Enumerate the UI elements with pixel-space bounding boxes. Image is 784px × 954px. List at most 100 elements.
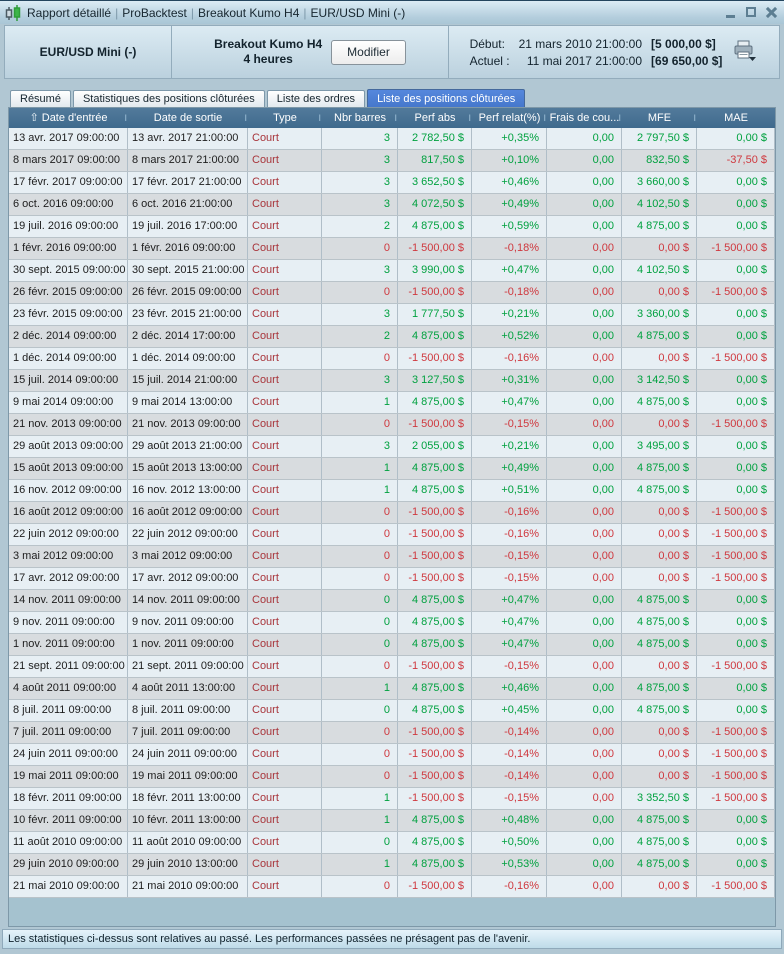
- table-row[interactable]: 21 nov. 2013 09:00:00 21 nov. 2013 09:00:…: [9, 414, 775, 436]
- column-header[interactable]: Frais de cou... I: [547, 108, 622, 128]
- table-row[interactable]: 21 mai 2010 09:00:00 21 mai 2010 09:00:00…: [9, 876, 775, 898]
- table-row[interactable]: 26 févr. 2015 09:00:00 26 févr. 2015 09:0…: [9, 282, 775, 304]
- cell: 3: [322, 194, 398, 215]
- tab-statistiques-positions-cloturees[interactable]: Statistiques des positions clôturées: [72, 90, 265, 107]
- table-row[interactable]: 21 sept. 2011 09:00:00 21 sept. 2011 09:0…: [9, 656, 775, 678]
- cell: 0: [322, 524, 398, 545]
- cell: 1 nov. 2011 09:00:00: [128, 634, 248, 655]
- table-row[interactable]: 17 févr. 2017 09:00:00 17 févr. 2017 21:0…: [9, 172, 775, 194]
- cell: 8 juil. 2011 09:00:00: [9, 700, 128, 721]
- cell: 0,00: [547, 656, 622, 677]
- cell: +0,49%: [472, 194, 547, 215]
- column-header-label: Date d'entrée: [41, 112, 108, 124]
- cell: -1 500,00 $: [398, 282, 472, 303]
- table-row[interactable]: 16 août 2012 09:00:00 16 août 2012 09:00:…: [9, 502, 775, 524]
- table-row[interactable]: 7 juil. 2011 09:00:00 7 juil. 2011 09:00:…: [9, 722, 775, 744]
- table-row[interactable]: 19 juil. 2016 09:00:00 19 juil. 2016 17:0…: [9, 216, 775, 238]
- table-row[interactable]: 9 nov. 2011 09:00:00 9 nov. 2011 09:00:00…: [9, 612, 775, 634]
- column-separator: I: [394, 113, 397, 123]
- cell: 0,00: [547, 612, 622, 633]
- table-row[interactable]: 6 oct. 2016 09:00:00 6 oct. 2016 21:00:00…: [9, 194, 775, 216]
- table-row[interactable]: 24 juin 2011 09:00:00 24 juin 2011 09:00:…: [9, 744, 775, 766]
- cell: 0,00 $: [697, 678, 775, 699]
- cell: 17 févr. 2017 09:00:00: [9, 172, 128, 193]
- column-header[interactable]: Nbr barres I: [322, 108, 398, 128]
- table-row[interactable]: 13 avr. 2017 09:00:00 13 avr. 2017 21:00:…: [9, 128, 775, 150]
- cell: Court: [248, 700, 322, 721]
- table-row[interactable]: 10 févr. 2011 09:00:00 10 févr. 2011 13:0…: [9, 810, 775, 832]
- cell: 0,00 $: [697, 590, 775, 611]
- table-row[interactable]: 8 mars 2017 09:00:00 8 mars 2017 21:00:00…: [9, 150, 775, 172]
- column-header[interactable]: Date de sortie I: [128, 108, 248, 128]
- table-row[interactable]: 23 févr. 2015 09:00:00 23 févr. 2015 21:0…: [9, 304, 775, 326]
- tab-liste-des-ordres[interactable]: Liste des ordres: [266, 90, 366, 107]
- cell: 0,00 $: [697, 304, 775, 325]
- table-row[interactable]: 30 sept. 2015 09:00:00 30 sept. 2015 21:0…: [9, 260, 775, 282]
- maximize-icon[interactable]: [745, 6, 758, 19]
- table-row[interactable]: 9 mai 2014 09:00:00 9 mai 2014 13:00:00 Co…: [9, 392, 775, 414]
- cell: 4 875,00 $: [622, 392, 697, 413]
- cell: 0,00 $: [697, 700, 775, 721]
- cell: 0,00 $: [697, 634, 775, 655]
- cell: Court: [248, 282, 322, 303]
- column-header[interactable]: MAE: [697, 108, 775, 128]
- cell: 0,00 $: [697, 810, 775, 831]
- cell: 9 mai 2014 09:00:00: [9, 392, 128, 413]
- table-row[interactable]: 29 août 2013 09:00:00 29 août 2013 21:00:…: [9, 436, 775, 458]
- table-row[interactable]: 17 avr. 2012 09:00:00 17 avr. 2012 09:00:…: [9, 568, 775, 590]
- cell: 4 875,00 $: [622, 590, 697, 611]
- cell: 4 875,00 $: [622, 700, 697, 721]
- column-header[interactable]: Perf abs I: [398, 108, 472, 128]
- cell: -1 500,00 $: [398, 524, 472, 545]
- column-header[interactable]: ⇧ Date d'entrée I: [9, 108, 128, 128]
- cell: 0,00 $: [622, 744, 697, 765]
- table-row[interactable]: 14 nov. 2011 09:00:00 14 nov. 2011 09:00:…: [9, 590, 775, 612]
- disclaimer-text: Les statistiques ci-dessus sont relative…: [8, 933, 531, 945]
- cell: 1 déc. 2014 09:00:00: [128, 348, 248, 369]
- print-icon[interactable]: [732, 40, 758, 64]
- table-row[interactable]: 3 mai 2012 09:00:00 3 mai 2012 09:00:00 Co…: [9, 546, 775, 568]
- modify-button[interactable]: Modifier: [331, 39, 406, 65]
- table-row[interactable]: 4 août 2011 09:00:00 4 août 2011 13:00:00…: [9, 678, 775, 700]
- column-header[interactable]: MFE I: [622, 108, 697, 128]
- cell: 3 990,00 $: [398, 260, 472, 281]
- table-row[interactable]: 22 juin 2012 09:00:00 22 juin 2012 09:00:…: [9, 524, 775, 546]
- cell: -0,15%: [472, 414, 547, 435]
- table-row[interactable]: 11 août 2010 09:00:00 11 août 2010 09:00:…: [9, 832, 775, 854]
- table-row[interactable]: 1 nov. 2011 09:00:00 1 nov. 2011 09:00:00…: [9, 634, 775, 656]
- table-row[interactable]: 1 déc. 2014 09:00:00 1 déc. 2014 09:00:00…: [9, 348, 775, 370]
- cell: -37,50 $: [697, 150, 775, 171]
- cell: 4 875,00 $: [398, 590, 472, 611]
- cell: Court: [248, 546, 322, 567]
- column-header[interactable]: Type I: [248, 108, 322, 128]
- cell: 3: [322, 436, 398, 457]
- table-row[interactable]: 8 juil. 2011 09:00:00 8 juil. 2011 09:00:…: [9, 700, 775, 722]
- table-row[interactable]: 1 févr. 2016 09:00:00 1 févr. 2016 09:00:…: [9, 238, 775, 260]
- table-row[interactable]: 19 mai 2011 09:00:00 19 mai 2011 09:00:00…: [9, 766, 775, 788]
- cell: 2 déc. 2014 09:00:00: [9, 326, 128, 347]
- table-row[interactable]: 2 déc. 2014 09:00:00 2 déc. 2014 17:00:00…: [9, 326, 775, 348]
- cell: 0,00: [547, 414, 622, 435]
- cell: 3: [322, 370, 398, 391]
- table-row[interactable]: 18 févr. 2011 09:00:00 18 févr. 2011 13:0…: [9, 788, 775, 810]
- column-header[interactable]: Perf relat(%) I: [472, 108, 547, 128]
- cell: 0,00: [547, 546, 622, 567]
- cell: 1: [322, 678, 398, 699]
- cell: 3: [322, 260, 398, 281]
- minimize-icon[interactable]: [725, 6, 738, 19]
- tab-resume[interactable]: Résumé: [10, 90, 71, 107]
- table-row[interactable]: 29 juin 2010 09:00:00 29 juin 2010 13:00:…: [9, 854, 775, 876]
- table-row[interactable]: 16 nov. 2012 09:00:00 16 nov. 2012 13:00:…: [9, 480, 775, 502]
- close-icon[interactable]: [765, 6, 778, 19]
- window-title: Rapport détaillé | ProBacktest | Breakout Ku…: [27, 6, 720, 20]
- cell: -0,15%: [472, 568, 547, 589]
- cell: 0,00 $: [622, 656, 697, 677]
- cell: 15 août 2013 13:00:00: [128, 458, 248, 479]
- tab-liste-des-positions-cloturees[interactable]: Liste des positions clôturées: [367, 89, 526, 107]
- cell: Court: [248, 502, 322, 523]
- table-row[interactable]: 15 août 2013 09:00:00 15 août 2013 13:00:…: [9, 458, 775, 480]
- cell: 21 nov. 2013 09:00:00: [9, 414, 128, 435]
- cell: +0,21%: [472, 304, 547, 325]
- table-row[interactable]: 15 juil. 2014 09:00:00 15 juil. 2014 21:0…: [9, 370, 775, 392]
- cell: 0: [322, 238, 398, 259]
